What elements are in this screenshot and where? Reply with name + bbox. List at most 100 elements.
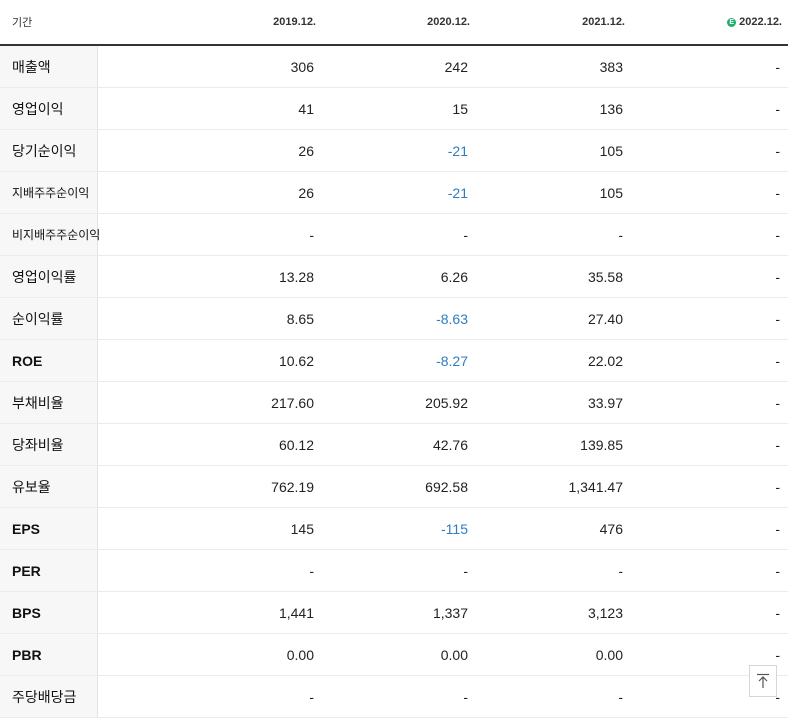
cell-value: - xyxy=(476,213,631,256)
table-row: 매출액 306 242 383- xyxy=(0,45,788,88)
cell-value: 27.40 xyxy=(476,297,631,340)
row-label: 비지배주주순이익 xyxy=(0,213,100,256)
cell-value: 0.00 xyxy=(322,633,476,676)
cell-value: 35.58 xyxy=(476,255,631,298)
estimate-badge-icon: E xyxy=(727,17,737,27)
row-label: 영업이익 xyxy=(0,87,98,130)
cell-value: - xyxy=(97,213,322,256)
row-label: 주당배당금 xyxy=(0,675,98,718)
cell-value: 145 xyxy=(97,507,322,550)
row-label: BPS xyxy=(0,591,98,634)
cell-value: -21 xyxy=(322,129,476,172)
table-row: 영업이익률 13.28 6.26 35.58- xyxy=(0,255,788,298)
cell-value: 306 xyxy=(97,45,322,88)
cell-value: - xyxy=(631,339,788,382)
cell-value: - xyxy=(631,297,788,340)
table-row: 영업이익 41 15 136- xyxy=(0,87,788,130)
cell-value: - xyxy=(322,549,476,592)
table-row: BPS 1,441 1,337 3,123- xyxy=(0,591,788,634)
cell-value: 217.60 xyxy=(97,381,322,424)
row-label: 매출액 xyxy=(0,45,98,88)
row-label: 부채비율 xyxy=(0,381,98,424)
cell-value: 6.26 xyxy=(322,255,476,298)
cell-value: 383 xyxy=(476,45,631,88)
row-label: 지배주주순이익 xyxy=(0,171,98,214)
row-label: 영업이익률 xyxy=(0,255,98,298)
cell-value: - xyxy=(631,171,788,214)
cell-value: 60.12 xyxy=(97,423,322,466)
cell-value: 0.00 xyxy=(97,633,322,676)
cell-value: - xyxy=(631,591,788,634)
cell-value: - xyxy=(631,549,788,592)
period-header-label: 2022.12. xyxy=(739,16,782,28)
table-header-row: 기간 2019.12. 2020.12. 2021.12. E 2022.12. xyxy=(0,0,788,46)
cell-value: 42.76 xyxy=(322,423,476,466)
cell-value: - xyxy=(631,255,788,298)
cell-value: 139.85 xyxy=(476,423,631,466)
row-label: PER xyxy=(0,549,98,592)
table-row: PER - - - - xyxy=(0,549,788,592)
cell-value: 476 xyxy=(476,507,631,550)
table-row: 비지배주주순이익 - - - - xyxy=(0,213,788,256)
table-row: 부채비율 217.60 205.92 33.97- xyxy=(0,381,788,424)
cell-value: - xyxy=(631,213,788,256)
cell-value: 205.92 xyxy=(322,381,476,424)
row-label: EPS xyxy=(0,507,98,550)
table-row: 당기순이익 26 -21 105- xyxy=(0,129,788,172)
cell-value: 8.65 xyxy=(97,297,322,340)
cell-value: 26 xyxy=(97,129,322,172)
cell-value: 41 xyxy=(97,87,322,130)
table-row: 주당배당금 - - - - xyxy=(0,675,788,718)
cell-value: -115 xyxy=(322,507,476,550)
row-label: 당기순이익 xyxy=(0,129,98,172)
cell-value: 136 xyxy=(476,87,631,130)
cell-value: 1,441 xyxy=(97,591,322,634)
cell-value: -21 xyxy=(322,171,476,214)
cell-value: - xyxy=(631,87,788,130)
period-header: 2019.12. xyxy=(97,0,322,46)
cell-value: 105 xyxy=(476,129,631,172)
table-row: EPS 145 -115 476- xyxy=(0,507,788,550)
table-row: 당좌비율 60.12 42.76 139.85- xyxy=(0,423,788,466)
cell-value: 0.00 xyxy=(476,633,631,676)
cell-value: -8.63 xyxy=(322,297,476,340)
cell-value: -8.27 xyxy=(322,339,476,382)
row-label: 순이익률 xyxy=(0,297,98,340)
row-label: PBR xyxy=(0,633,98,676)
cell-value: 3,123 xyxy=(476,591,631,634)
row-label: ROE xyxy=(0,339,98,382)
period-header: 2020.12. xyxy=(322,0,476,46)
cell-value: 22.02 xyxy=(476,339,631,382)
cell-value: 242 xyxy=(322,45,476,88)
table-row: 유보율 762.19 692.58 1,341.47- xyxy=(0,465,788,508)
cell-value: 1,337 xyxy=(322,591,476,634)
scroll-top-button[interactable] xyxy=(749,665,777,697)
cell-value: - xyxy=(631,423,788,466)
cell-value: 13.28 xyxy=(97,255,322,298)
cell-value: - xyxy=(97,549,322,592)
cell-value: - xyxy=(631,465,788,508)
cell-value: - xyxy=(631,45,788,88)
arrow-up-icon xyxy=(757,673,769,688)
cell-value: - xyxy=(322,213,476,256)
period-header: 2021.12. xyxy=(476,0,631,46)
cell-value: 33.97 xyxy=(476,381,631,424)
period-header-estimate: E 2022.12. xyxy=(631,0,788,46)
cell-value: 762.19 xyxy=(97,465,322,508)
cell-value: - xyxy=(631,507,788,550)
cell-value: - xyxy=(631,381,788,424)
cell-value: - xyxy=(476,675,631,718)
cell-value: 692.58 xyxy=(322,465,476,508)
table-row: 순이익률 8.65 -8.63 27.40- xyxy=(0,297,788,340)
table-row: PBR 0.00 0.00 0.00- xyxy=(0,633,788,676)
table-row: 지배주주순이익 26 -21 105- xyxy=(0,171,788,214)
cell-value: - xyxy=(322,675,476,718)
row-label: 당좌비율 xyxy=(0,423,98,466)
cell-value: - xyxy=(476,549,631,592)
table-row: ROE 10.62 -8.27 22.02- xyxy=(0,339,788,382)
cell-value: - xyxy=(97,675,322,718)
cell-value: 10.62 xyxy=(97,339,322,382)
cell-value: 105 xyxy=(476,171,631,214)
cell-value: - xyxy=(631,129,788,172)
